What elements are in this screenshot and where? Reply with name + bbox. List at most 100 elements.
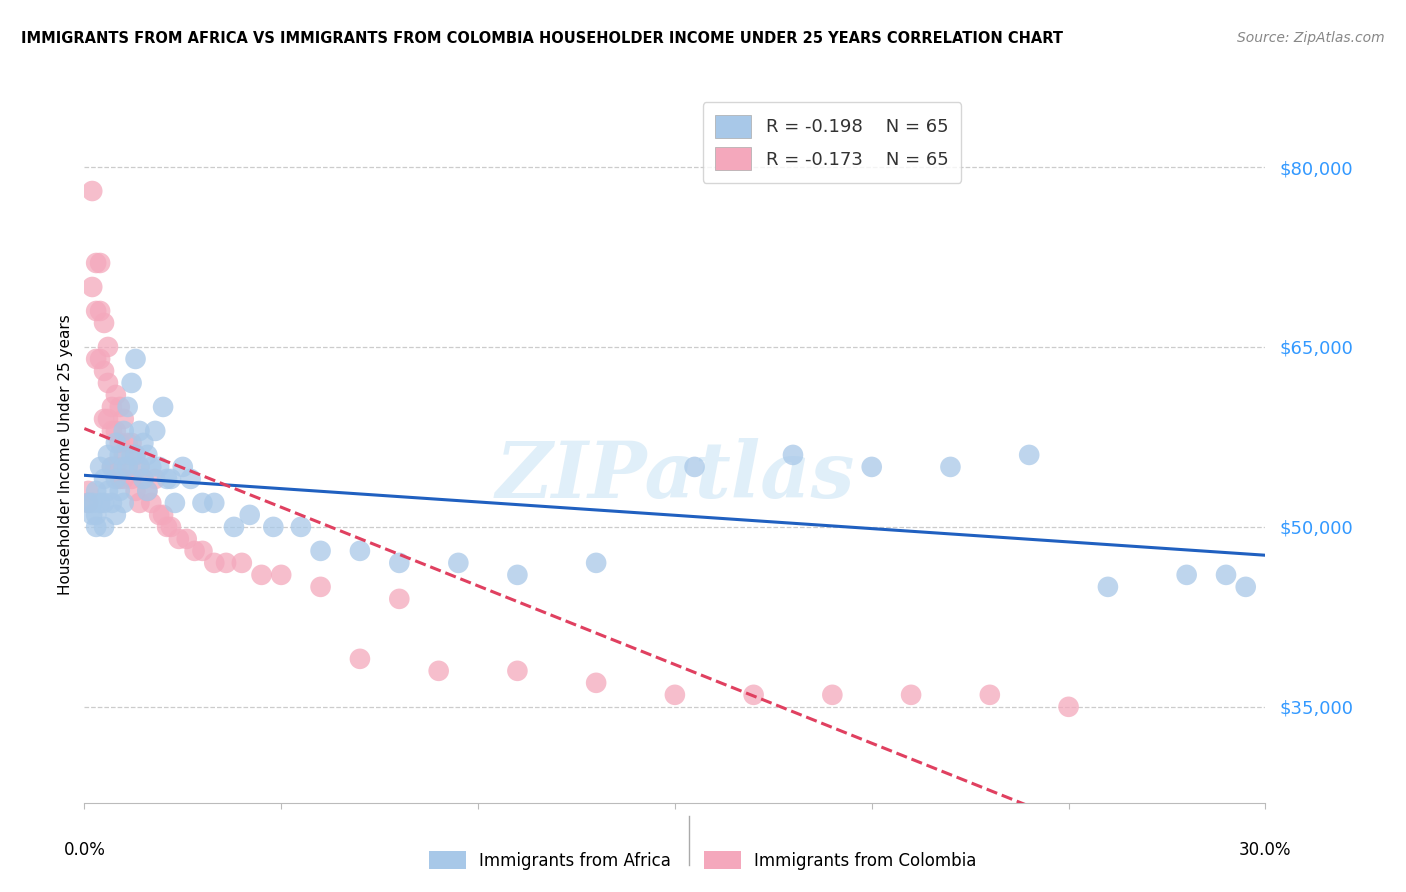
Point <box>191 544 214 558</box>
Point <box>108 483 131 498</box>
Point <box>128 496 150 510</box>
Point <box>112 424 135 438</box>
Point <box>84 520 107 534</box>
Point <box>132 436 155 450</box>
Point <box>664 688 686 702</box>
Point <box>77 496 100 510</box>
Point <box>939 459 962 474</box>
Y-axis label: Householder Income Under 25 years: Householder Income Under 25 years <box>58 315 73 595</box>
Point <box>93 412 115 426</box>
Point <box>97 448 120 462</box>
Legend: Immigrants from Africa, Immigrants from Colombia: Immigrants from Africa, Immigrants from … <box>423 845 983 877</box>
Text: 30.0%: 30.0% <box>1239 841 1292 859</box>
Point <box>128 459 150 474</box>
Point <box>683 459 706 474</box>
Point <box>141 459 163 474</box>
Point <box>136 483 159 498</box>
Point <box>104 459 127 474</box>
Point <box>128 459 150 474</box>
Point <box>585 676 607 690</box>
Point <box>101 400 124 414</box>
Point <box>101 459 124 474</box>
Point <box>112 459 135 474</box>
Point <box>427 664 450 678</box>
Point <box>447 556 470 570</box>
Point <box>506 567 529 582</box>
Point <box>82 496 104 510</box>
Point <box>136 448 159 462</box>
Point <box>112 496 135 510</box>
Point <box>89 496 111 510</box>
Point <box>104 388 127 402</box>
Point <box>121 436 143 450</box>
Point <box>202 556 225 570</box>
Point <box>250 567 273 582</box>
Point <box>148 508 170 522</box>
Point <box>132 472 155 486</box>
Point <box>183 544 205 558</box>
Point <box>108 472 131 486</box>
Point <box>136 483 159 498</box>
Text: 0.0%: 0.0% <box>63 841 105 859</box>
Point <box>128 424 150 438</box>
Point <box>349 544 371 558</box>
Point <box>506 664 529 678</box>
Point <box>860 459 883 474</box>
Point <box>82 508 104 522</box>
Point <box>121 376 143 390</box>
Point <box>93 316 115 330</box>
Point <box>104 436 127 450</box>
Point <box>82 280 104 294</box>
Point <box>89 459 111 474</box>
Point <box>89 304 111 318</box>
Point <box>821 688 844 702</box>
Point <box>82 184 104 198</box>
Point <box>124 483 146 498</box>
Point <box>900 688 922 702</box>
Point <box>143 424 166 438</box>
Point <box>112 448 135 462</box>
Point <box>979 688 1001 702</box>
Point <box>97 483 120 498</box>
Point <box>1215 567 1237 582</box>
Point <box>163 496 186 510</box>
Point <box>84 508 107 522</box>
Point <box>97 412 120 426</box>
Point <box>104 424 127 438</box>
Point <box>1057 699 1080 714</box>
Point <box>1018 448 1040 462</box>
Point <box>152 400 174 414</box>
Point <box>141 496 163 510</box>
Point <box>585 556 607 570</box>
Point <box>152 508 174 522</box>
Point <box>239 508 262 522</box>
Point <box>124 448 146 462</box>
Point <box>117 400 139 414</box>
Point <box>93 520 115 534</box>
Text: ZIPatlas: ZIPatlas <box>495 438 855 514</box>
Point <box>104 508 127 522</box>
Point <box>156 472 179 486</box>
Point <box>84 483 107 498</box>
Point <box>222 520 245 534</box>
Point <box>93 472 115 486</box>
Point <box>101 459 124 474</box>
Point <box>93 364 115 378</box>
Point <box>117 436 139 450</box>
Point <box>180 472 202 486</box>
Point <box>77 496 100 510</box>
Point <box>262 520 284 534</box>
Point <box>112 472 135 486</box>
Point <box>172 459 194 474</box>
Point <box>124 448 146 462</box>
Point <box>148 459 170 474</box>
Point <box>121 448 143 462</box>
Point <box>77 483 100 498</box>
Point <box>108 400 131 414</box>
Point <box>160 472 183 486</box>
Point <box>121 472 143 486</box>
Point <box>89 351 111 366</box>
Text: Source: ZipAtlas.com: Source: ZipAtlas.com <box>1237 31 1385 45</box>
Point <box>309 544 332 558</box>
Point <box>84 256 107 270</box>
